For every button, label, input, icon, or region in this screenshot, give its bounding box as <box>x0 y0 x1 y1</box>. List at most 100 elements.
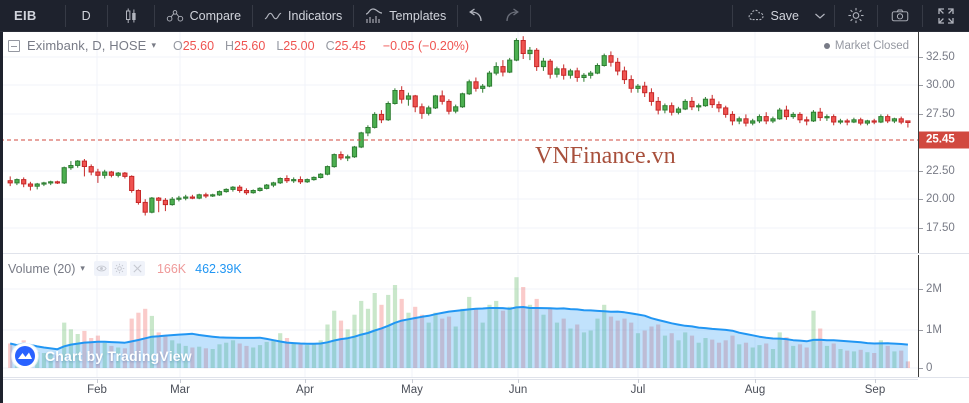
time-tick-label: Aug <box>744 384 766 396</box>
chevron-down-icon <box>811 7 829 25</box>
high-key: H <box>225 38 235 53</box>
toolbar-divider <box>153 4 155 27</box>
close-value: 25.45 <box>334 38 366 53</box>
time-axis[interactable]: Feb Mar Apr May Jun Jul Aug Sep <box>0 379 969 403</box>
price-tick-label: 20.00 <box>926 193 955 205</box>
chart-left-border <box>0 32 3 403</box>
current-price-badge: 25.45 <box>919 131 969 149</box>
timeframe-button[interactable]: D <box>66 0 107 32</box>
chart-type-button[interactable] <box>108 0 154 32</box>
time-tick-label: Jul <box>630 384 646 396</box>
indicators-label: Indicators <box>288 8 343 23</box>
open-value: 25.60 <box>182 38 215 53</box>
collapse-legend-icon[interactable] <box>8 39 20 52</box>
chart-toolbar: EIB D <box>0 0 969 32</box>
redo-button[interactable] <box>494 0 530 32</box>
site-watermark: VNFinance.vn <box>535 143 676 169</box>
symbol-search-button[interactable]: EIB <box>0 0 65 32</box>
volume-tick-label: 0 <box>926 362 933 374</box>
compare-button[interactable]: Compare <box>155 0 252 32</box>
change-value: −0.05 (−0.20%) <box>382 38 470 53</box>
volume-series <box>0 255 918 377</box>
compare-label: Compare <box>189 8 242 23</box>
toolbar-divider <box>106 4 108 27</box>
legend-caret-icon[interactable]: ▾ <box>151 40 156 50</box>
toolbar-divider <box>834 4 835 27</box>
close-x-icon[interactable] <box>129 261 145 276</box>
cloud-icon <box>747 7 765 25</box>
time-tick-label: Jun <box>508 384 528 396</box>
time-tick-label: Feb <box>87 384 107 396</box>
volume-pane[interactable]: Volume (20) ▾ <box>0 255 969 378</box>
candlestick-icon <box>122 7 140 25</box>
candlestick-series <box>0 32 918 253</box>
fullscreen-button[interactable] <box>923 0 969 32</box>
compare-icon <box>166 7 184 25</box>
volume-tick-label: 2M <box>926 283 942 295</box>
templates-label: Templates <box>389 8 447 23</box>
templates-button[interactable]: Templates <box>354 0 457 32</box>
save-label: Save <box>770 8 800 23</box>
volume-value: 166K <box>156 261 187 276</box>
volume-legend-caret-icon[interactable]: ▾ <box>80 263 85 273</box>
low-value: 25.00 <box>283 38 315 53</box>
chart-legend: Eximbank, D, HOSE ▾ O 25.60 H 25.60 L 25… <box>8 38 469 53</box>
volume-legend-title[interactable]: Volume (20) <box>8 261 76 276</box>
low-key: L <box>276 38 284 53</box>
market-status: Market Closed <box>823 40 909 52</box>
volume-legend: Volume (20) ▾ <box>8 261 242 276</box>
undo-arrow-icon <box>467 7 485 25</box>
toolbar-divider <box>457 4 459 27</box>
symbol-label: EIB <box>14 8 37 23</box>
price-axis[interactable]: 32.50 30.00 27.50 22.50 20.00 17.50 25.45 <box>918 32 969 253</box>
price-tick-label: 30.00 <box>926 79 955 91</box>
time-tick-label: Sep <box>864 384 886 396</box>
time-tick-label: May <box>401 384 423 396</box>
ohlc-values: O 25.60 H 25.60 L 25.00 C 25.45 −0.05 (−… <box>173 39 469 53</box>
price-tick-label: 27.50 <box>926 108 955 120</box>
toolbar-divider <box>252 4 254 27</box>
toolbar-divider <box>353 4 355 27</box>
gear-icon[interactable] <box>111 261 127 276</box>
tradingview-attribution[interactable]: Chart by TradingView <box>12 343 192 369</box>
market-status-label: Market Closed <box>834 40 909 52</box>
open-key: O <box>173 38 183 53</box>
save-menu-button[interactable] <box>806 0 834 32</box>
templates-icon <box>365 7 383 25</box>
status-dot-icon <box>823 43 830 49</box>
toolbar-divider <box>530 4 532 27</box>
undo-button[interactable] <box>458 0 494 32</box>
camera-icon <box>891 7 909 25</box>
legend-title[interactable]: Eximbank, D, HOSE <box>27 38 147 53</box>
snapshot-button[interactable] <box>878 0 922 32</box>
price-tick-label: 22.50 <box>926 165 955 177</box>
time-tick-label: Mar <box>170 384 190 396</box>
price-tick-label: 32.50 <box>926 51 955 63</box>
volume-ma-value: 462.39K <box>195 261 242 276</box>
eye-icon[interactable] <box>93 261 109 276</box>
fullscreen-icon <box>937 7 955 25</box>
high-value: 25.60 <box>234 38 266 53</box>
toolbar-divider <box>64 4 66 27</box>
price-tick-label: 17.50 <box>926 222 955 234</box>
price-pane[interactable]: Eximbank, D, HOSE ▾ O 25.60 H 25.60 L 25… <box>0 32 969 254</box>
time-tick-label: Apr <box>296 384 314 396</box>
price-plot-area[interactable] <box>0 32 918 253</box>
tradingview-logo-icon <box>12 343 38 369</box>
volume-tick-label: 1M <box>926 324 942 336</box>
toolbar-divider <box>922 4 923 27</box>
attribution-label: Chart by TradingView <box>45 348 192 364</box>
toolbar-divider <box>877 4 878 27</box>
timeframe-label: D <box>81 8 91 23</box>
time-axis-line <box>0 379 918 380</box>
indicators-button[interactable]: Indicators <box>253 0 353 32</box>
volume-axis[interactable]: 2M 1M 0 <box>918 255 969 377</box>
redo-arrow-icon <box>503 7 521 25</box>
volume-plot-area[interactable] <box>0 255 918 377</box>
indicators-icon <box>264 7 282 25</box>
save-button[interactable]: Save <box>733 0 807 32</box>
gear-icon <box>847 7 865 25</box>
close-key: C <box>325 38 335 53</box>
settings-button[interactable] <box>835 0 877 32</box>
